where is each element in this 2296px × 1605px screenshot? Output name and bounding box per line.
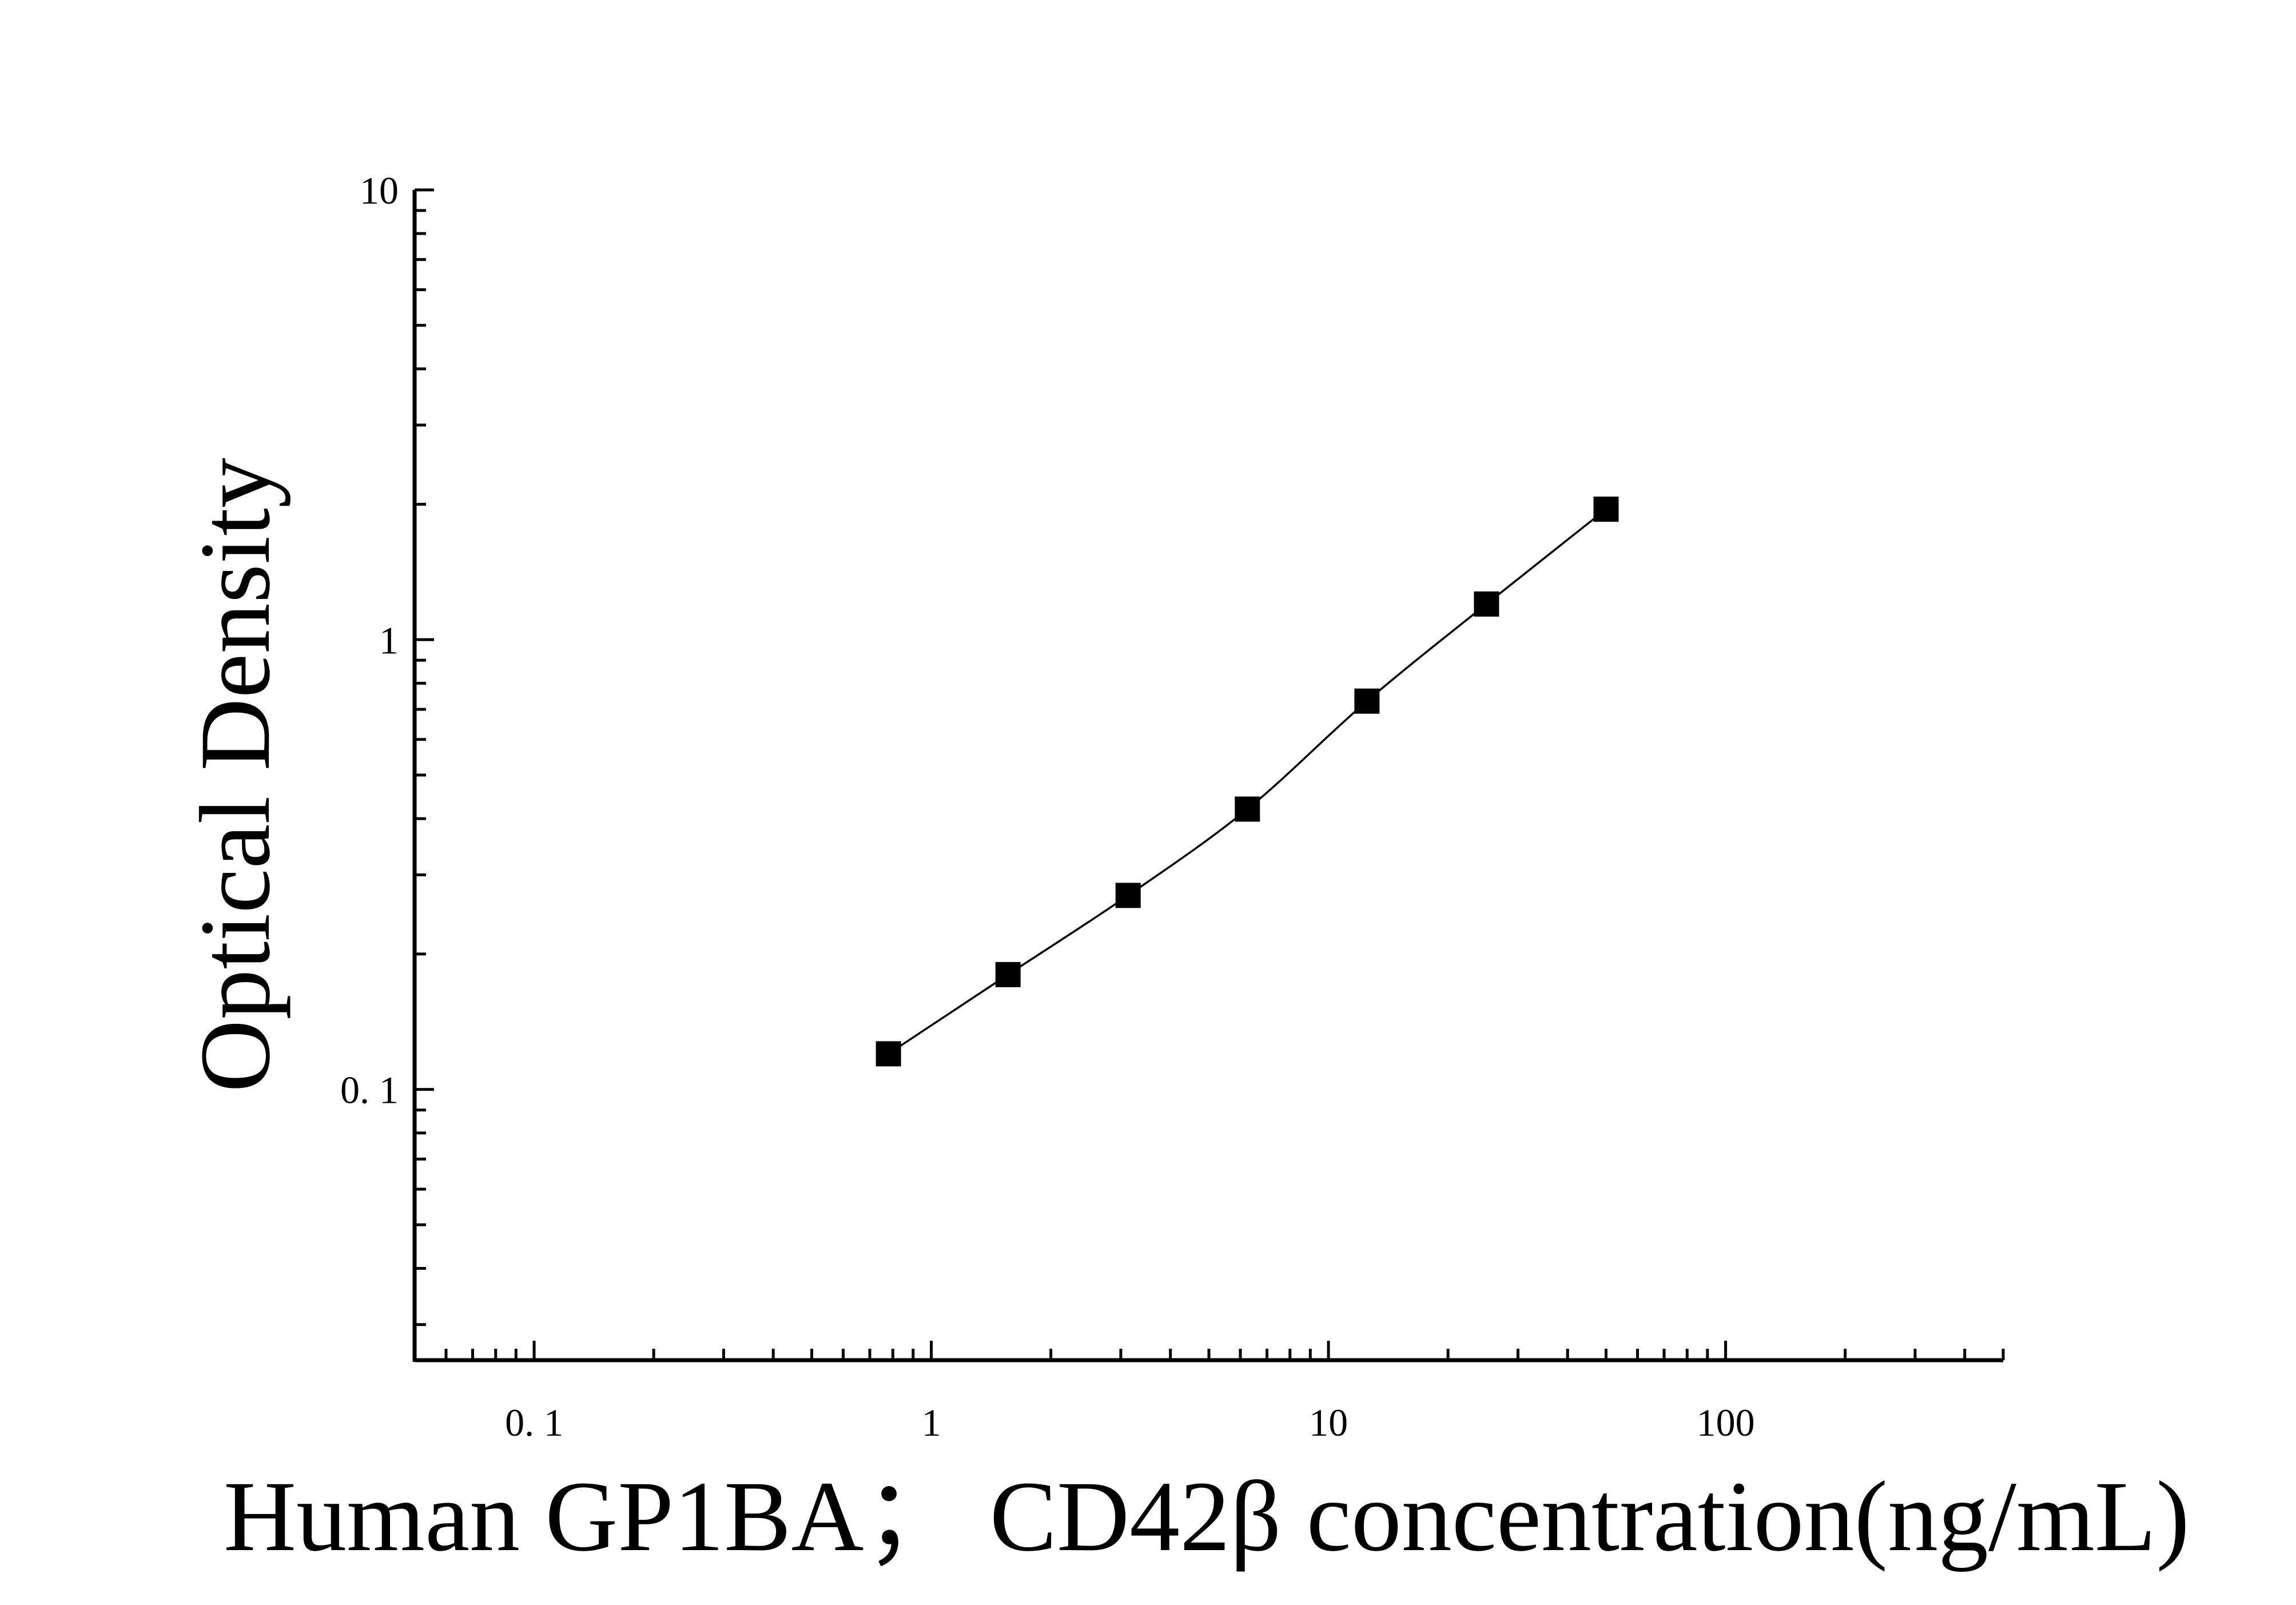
ticks [413, 188, 2005, 1360]
x-tick-label: 100 [1697, 1401, 1755, 1444]
tick-labels: 0. 1 1 10 100 0. 1 1 10 [340, 169, 1755, 1444]
data-point [876, 1041, 901, 1067]
data-point [1354, 688, 1380, 714]
y-tick-label: 1 [379, 618, 399, 662]
y-tick-label: 0. 1 [340, 1068, 399, 1112]
x-axis-title: Human GP1BA； CD42β concentration(ng/mL) [224, 1461, 2190, 1572]
data-point [1115, 883, 1141, 908]
data-point [1235, 796, 1260, 822]
data-point [995, 962, 1021, 987]
data-points [876, 496, 1619, 1067]
x-tick-label: 10 [1309, 1401, 1348, 1444]
x-tick-label: 1 [922, 1401, 941, 1444]
y-tick-label: 10 [360, 169, 399, 212]
data-point [1474, 591, 1499, 617]
data-point [1593, 496, 1619, 522]
y-axis-title: Optical Density [180, 458, 291, 1092]
x-tick-label: 0. 1 [505, 1401, 563, 1444]
